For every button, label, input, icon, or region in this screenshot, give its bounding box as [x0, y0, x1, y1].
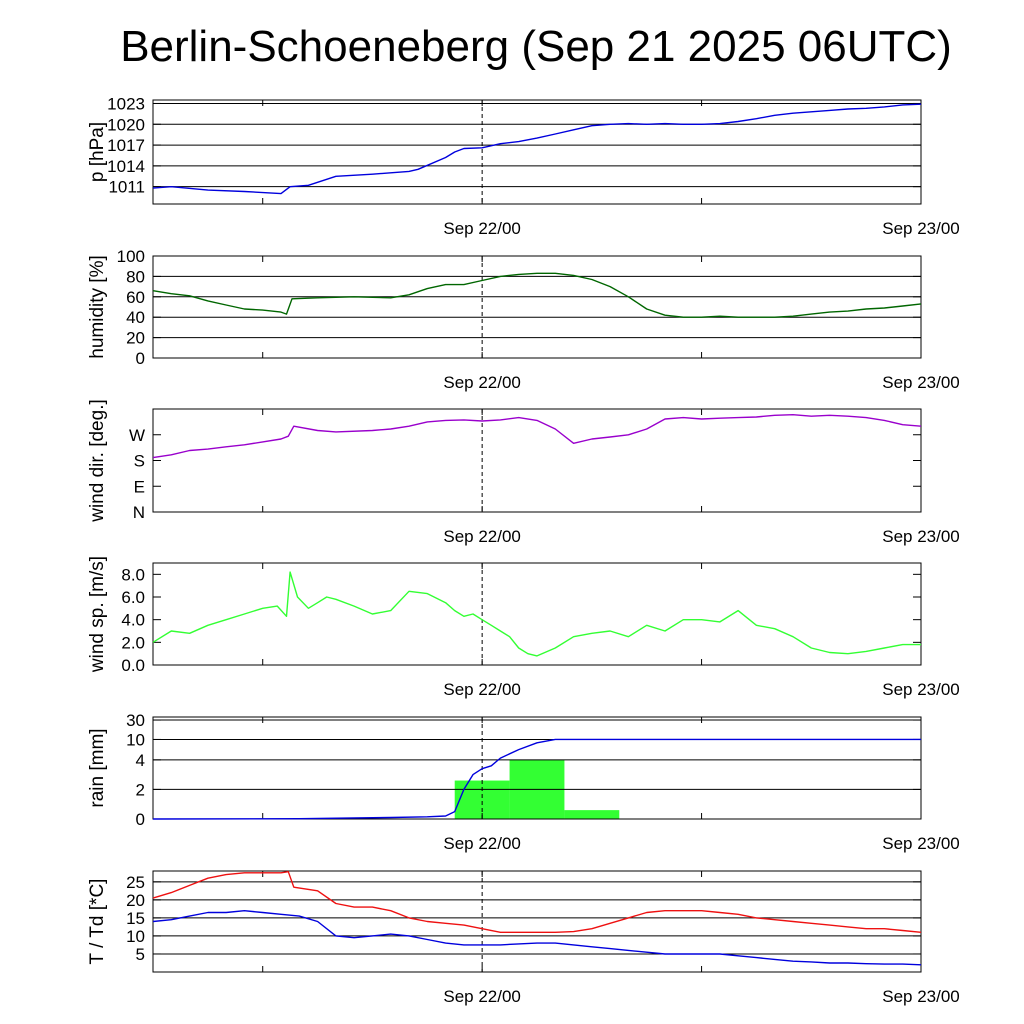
- plot-frame: [152, 255, 922, 359]
- y-axis-label: humidity [%]: [87, 255, 108, 358]
- y-tick-label: N: [133, 503, 145, 522]
- plot-frame: [152, 99, 922, 205]
- y-tick-label: 4.0: [121, 611, 145, 630]
- y-tick-label: 6.0: [121, 588, 145, 607]
- rain-bar: [454, 780, 510, 819]
- x-tick-label: Sep 23/00: [882, 834, 960, 853]
- y-tick-label: 1014: [107, 157, 145, 176]
- y-axis-label: wind sp. [m/s]: [87, 556, 108, 673]
- x-tick-label: Sep 23/00: [882, 219, 960, 238]
- y-tick-label: 5: [136, 945, 145, 964]
- rain-cumulative-line: [152, 738, 921, 820]
- y-tick-label: 2: [136, 780, 145, 799]
- y-tick-label: W: [129, 426, 145, 445]
- plot-frame: [152, 408, 922, 513]
- y-tick-label: 80: [126, 267, 145, 286]
- y-tick-label: 8.0: [121, 565, 145, 584]
- y-axis-label: rain [mm]: [87, 728, 108, 807]
- series-line: [152, 571, 921, 657]
- plot-frame: [152, 870, 922, 973]
- series-line: [152, 910, 922, 966]
- series-line: [152, 871, 922, 933]
- y-tick-label: E: [134, 477, 145, 496]
- y-tick-label: 0: [136, 810, 145, 829]
- x-tick-label: Sep 23/00: [882, 373, 960, 392]
- y-tick-label: S: [134, 452, 145, 471]
- x-tick-label: Sep 22/00: [443, 680, 521, 699]
- y-tick-label: 15: [126, 909, 145, 928]
- x-tick-label: Sep 23/00: [882, 987, 960, 1006]
- series-line: [152, 103, 922, 195]
- y-tick-label: 60: [126, 288, 145, 307]
- y-tick-label: 100: [117, 247, 145, 266]
- y-tick-label: 2.0: [121, 633, 145, 652]
- plot-frame: [152, 716, 922, 820]
- y-tick-label: 4: [136, 751, 145, 770]
- y-tick-label: 1017: [107, 136, 145, 155]
- y-tick-label: 30: [126, 711, 145, 730]
- x-tick-label: Sep 22/00: [443, 219, 521, 238]
- y-tick-label: 10: [126, 927, 145, 946]
- x-tick-label: Sep 22/00: [443, 373, 521, 392]
- y-tick-label: 20: [126, 329, 145, 348]
- y-tick-label: 40: [126, 308, 145, 327]
- y-tick-label: 1011: [108, 178, 145, 197]
- y-tick-label: 20: [126, 891, 145, 910]
- y-tick-label: 0: [136, 349, 145, 368]
- y-tick-label: 1023: [107, 94, 145, 113]
- x-tick-label: Sep 22/00: [443, 834, 521, 853]
- y-tick-label: 1020: [107, 115, 145, 134]
- y-tick-label: 10: [126, 730, 145, 749]
- y-tick-label: 0.0: [121, 656, 145, 675]
- y-axis-label: wind dir. [deg.]: [87, 399, 108, 523]
- y-axis-label: p [hPa]: [87, 122, 108, 182]
- chart-title: Berlin-Schoeneberg (Sep 21 2025 06UTC): [120, 22, 952, 71]
- y-tick-label: 25: [126, 873, 145, 892]
- y-axis-label: T / Td [*C]: [87, 879, 108, 965]
- rain-bar: [564, 810, 620, 819]
- x-tick-label: Sep 23/00: [882, 527, 960, 546]
- series-line: [152, 414, 922, 459]
- plot-frame: [152, 562, 922, 666]
- x-tick-label: Sep 22/00: [443, 527, 521, 546]
- x-tick-label: Sep 23/00: [882, 680, 960, 699]
- series-line: [152, 272, 922, 318]
- x-tick-label: Sep 22/00: [443, 987, 521, 1006]
